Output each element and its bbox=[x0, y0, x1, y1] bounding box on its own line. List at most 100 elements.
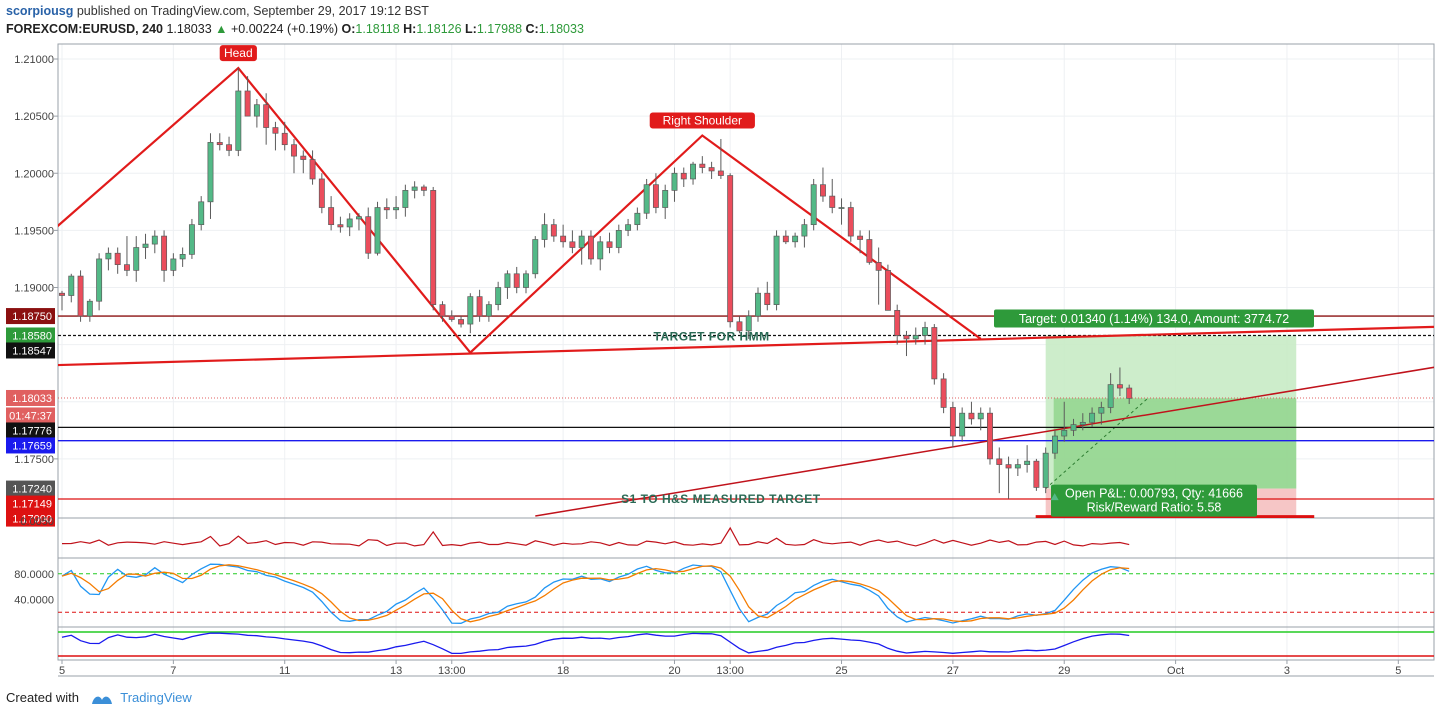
candle-up bbox=[96, 258, 103, 302]
candle-up bbox=[662, 190, 669, 208]
candle-up bbox=[810, 184, 817, 226]
candle bbox=[523, 270, 529, 294]
candle-up bbox=[393, 207, 400, 211]
candle-down bbox=[216, 142, 223, 146]
candle bbox=[931, 324, 938, 385]
candle-up bbox=[105, 252, 112, 260]
candle bbox=[402, 184, 409, 217]
candle-down bbox=[272, 127, 279, 134]
candle-down bbox=[875, 262, 882, 271]
candle bbox=[226, 136, 232, 157]
candle-down bbox=[931, 327, 938, 380]
candle-down bbox=[318, 178, 325, 208]
candle-up bbox=[1107, 384, 1114, 408]
tradingview-brand[interactable]: TradingView bbox=[120, 690, 192, 705]
price-badge-label: 1.18750 bbox=[12, 311, 52, 323]
panel-frame bbox=[57, 517, 1435, 559]
candle-down bbox=[114, 252, 121, 266]
candle bbox=[235, 68, 242, 157]
candle-down bbox=[968, 412, 975, 420]
price-badge-label: 01:47:37 bbox=[9, 410, 52, 422]
price-badge bbox=[6, 389, 55, 406]
candle-down bbox=[949, 407, 956, 437]
author-name[interactable]: scorpiousg bbox=[6, 4, 74, 18]
candle-up bbox=[1089, 412, 1096, 423]
x-tick-label: 29 bbox=[1058, 665, 1070, 677]
candle bbox=[949, 401, 956, 448]
candle-down bbox=[328, 207, 335, 226]
indicator1-tick: 0.0050 bbox=[20, 516, 54, 528]
candle-up bbox=[170, 258, 177, 271]
candle bbox=[1052, 430, 1058, 459]
candle bbox=[977, 407, 984, 431]
candle-up bbox=[198, 201, 205, 226]
candle-up bbox=[1061, 429, 1068, 437]
candle-up bbox=[346, 218, 353, 228]
candle-up bbox=[977, 412, 984, 420]
candle-up bbox=[523, 273, 529, 288]
candle-up bbox=[615, 230, 622, 248]
created-with-label: Created with bbox=[6, 690, 79, 705]
candle-up bbox=[532, 239, 539, 275]
candle-up bbox=[68, 275, 75, 296]
candle bbox=[643, 178, 650, 219]
main-pane: TARGET FOR HMM S1 TO H&S MEASURED TARGET bbox=[58, 66, 1434, 518]
candle bbox=[337, 216, 344, 233]
candle-up bbox=[745, 315, 752, 332]
x-tick-label: 13:00 bbox=[716, 665, 744, 677]
candle bbox=[922, 321, 928, 345]
candle bbox=[680, 167, 687, 187]
panel-frame bbox=[57, 626, 1435, 661]
candle bbox=[550, 218, 557, 242]
candle bbox=[532, 236, 539, 279]
open-value: 1.18118 bbox=[355, 22, 400, 36]
candle bbox=[161, 230, 168, 282]
volatility-line bbox=[61, 526, 1130, 547]
ohlc-line: FOREXCOM:EURUSD, 240 1.18033 ▲ +0.00224 … bbox=[6, 22, 584, 36]
pnl-label-box bbox=[1051, 484, 1257, 517]
candle-up bbox=[922, 327, 928, 336]
candle-up bbox=[179, 254, 186, 260]
candle bbox=[309, 150, 316, 185]
candle bbox=[170, 253, 177, 277]
candle bbox=[318, 173, 325, 214]
candle-down bbox=[77, 275, 84, 317]
candle-up bbox=[151, 235, 158, 245]
candle-down bbox=[161, 235, 168, 271]
candle-down bbox=[820, 184, 826, 197]
candle bbox=[773, 230, 780, 311]
candle bbox=[940, 373, 947, 414]
candle-down bbox=[699, 163, 706, 168]
pattern-label: Head bbox=[224, 46, 253, 60]
candle-down bbox=[903, 335, 910, 340]
candle bbox=[1116, 367, 1123, 397]
candle-down bbox=[309, 159, 316, 180]
price-badge bbox=[6, 437, 55, 454]
candle-down bbox=[996, 458, 1003, 465]
candle-down bbox=[337, 224, 344, 228]
candle-down bbox=[1126, 387, 1133, 399]
candle-up bbox=[1052, 435, 1058, 454]
price-badge bbox=[6, 407, 55, 424]
candle bbox=[272, 121, 279, 151]
candle-up bbox=[411, 186, 418, 191]
x-tick-label: 20 bbox=[668, 665, 680, 677]
candle bbox=[105, 247, 112, 271]
candle-up bbox=[133, 247, 140, 271]
candle bbox=[708, 161, 715, 179]
candle-down bbox=[365, 216, 372, 254]
candle bbox=[188, 218, 195, 259]
candle-down bbox=[458, 319, 464, 325]
candle-down bbox=[430, 190, 437, 305]
candle-down bbox=[550, 224, 557, 237]
candle bbox=[1098, 401, 1105, 425]
candle-up bbox=[755, 292, 761, 317]
candle bbox=[1005, 456, 1012, 499]
candle bbox=[615, 224, 622, 254]
trendline bbox=[58, 325, 1434, 367]
price-badge bbox=[6, 495, 55, 512]
candle-up bbox=[142, 243, 149, 248]
candle bbox=[625, 218, 632, 237]
price-badge-label: 1.17776 bbox=[12, 425, 52, 437]
